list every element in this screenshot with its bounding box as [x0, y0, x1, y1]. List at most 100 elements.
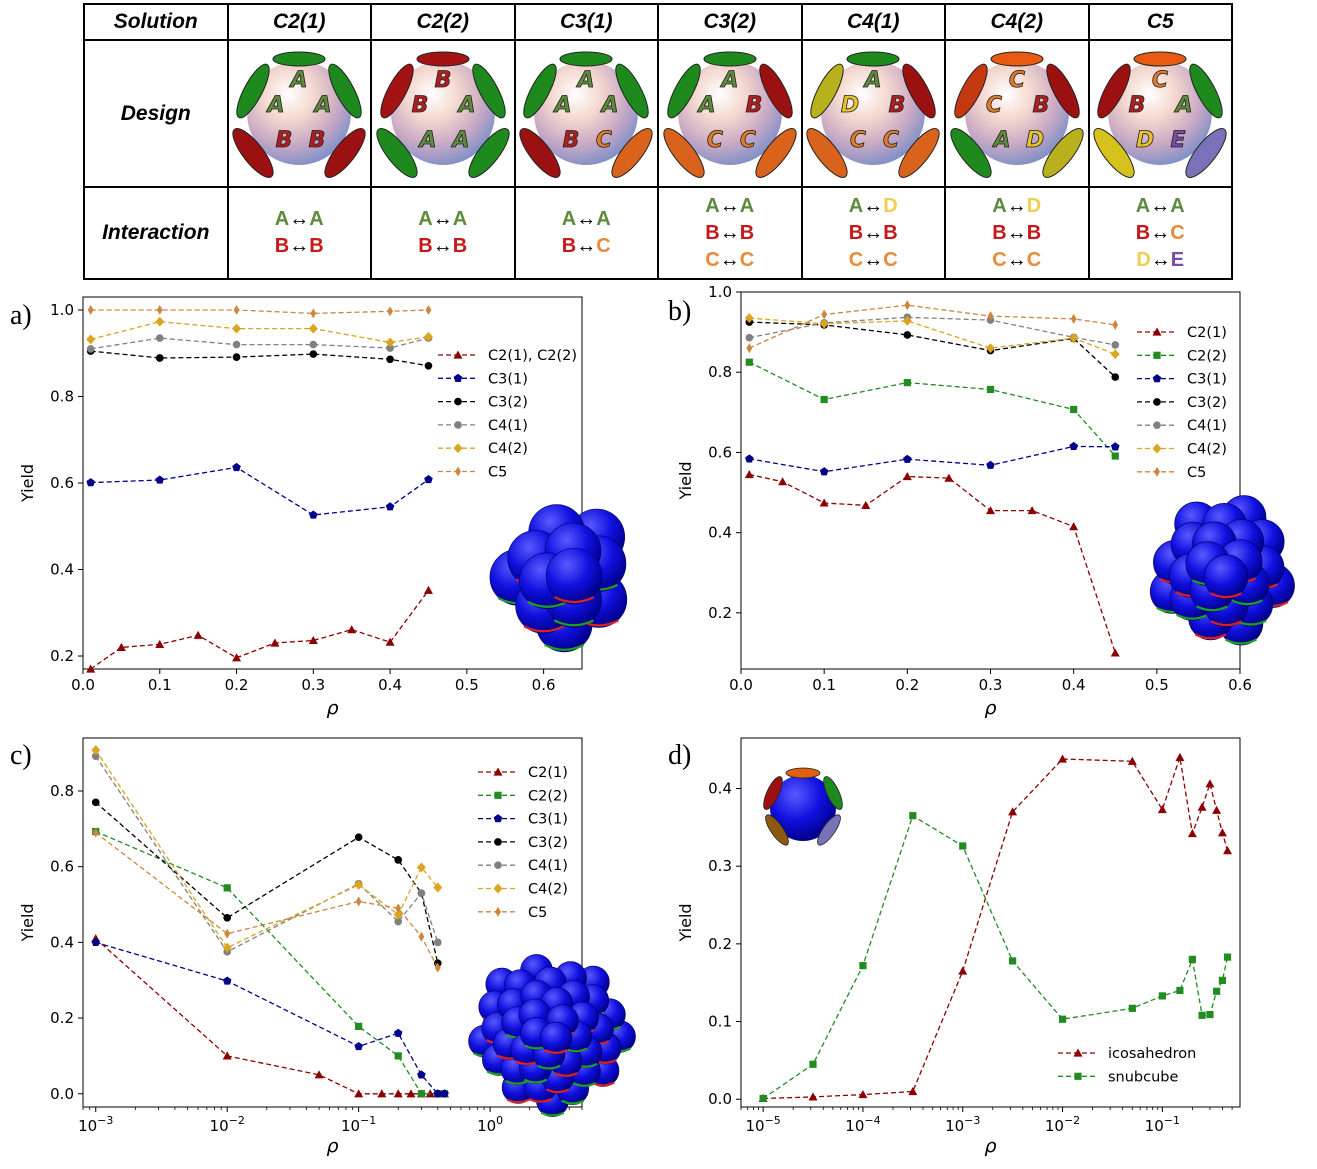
patch-letter: A — [991, 128, 1010, 153]
interaction-patch: B — [992, 221, 1007, 244]
data-point — [434, 962, 441, 973]
patch-letter: D — [1026, 128, 1044, 153]
data-point — [156, 305, 163, 315]
patch-letter: B — [563, 128, 580, 153]
data-point — [494, 861, 502, 870]
patch-disc — [954, 63, 988, 119]
interaction-line: C↔C — [803, 247, 945, 274]
interaction-cell: A↔D B↔B C↔C — [944, 186, 1090, 280]
x-tick-label: 10−3 — [78, 1114, 113, 1135]
legend-label: C3(1) — [488, 371, 528, 387]
data-point — [820, 395, 828, 404]
interaction-arrow: ↔ — [289, 208, 310, 230]
data-point — [1069, 333, 1079, 344]
interaction-patch: A — [848, 194, 864, 217]
interaction-patch: E — [1170, 248, 1185, 271]
column-header: C2(2) — [370, 3, 516, 41]
patch-letter: B — [745, 93, 762, 118]
patch-letter: A — [553, 93, 572, 118]
data-point — [454, 397, 462, 406]
plot-frame — [82, 737, 583, 1108]
data-point — [493, 767, 503, 776]
data-point — [314, 1070, 324, 1079]
data-point — [903, 331, 912, 339]
data-point — [958, 966, 968, 975]
data-point — [433, 938, 442, 947]
interaction-line: A↔D — [803, 193, 945, 220]
chart-a: 0.0 0.1 0.2 0.3 0.4 0.5 0.6 0.2 0.4 0.6 0.8 1.0 ρ Yie… — [18, 296, 583, 719]
particle-sphere — [390, 61, 495, 165]
data-point — [858, 1090, 868, 1099]
series-line — [749, 445, 1116, 473]
data-point — [232, 323, 242, 334]
patch-disc — [1042, 128, 1084, 178]
x-tick-label: 0.3 — [979, 676, 1003, 694]
data-point — [347, 625, 357, 634]
data-point — [224, 928, 231, 939]
patch-disc — [236, 63, 270, 119]
interaction-arrow: ↔ — [719, 194, 740, 217]
patch-letter: A — [266, 93, 285, 118]
data-point — [222, 976, 232, 985]
data-point — [819, 498, 829, 507]
y-tick-label: 0.4 — [708, 779, 732, 797]
interaction-patch: C — [883, 248, 898, 271]
data-point — [222, 942, 232, 953]
patch-letter: A — [696, 93, 715, 118]
interaction-patch: D — [1026, 194, 1042, 217]
data-point — [394, 856, 403, 864]
legend-label: C4(2) — [528, 882, 568, 898]
interaction-arrow: ↔ — [863, 194, 884, 217]
patch-disc — [1189, 63, 1223, 119]
patch-disc — [810, 63, 844, 119]
column-header: C5 — [1087, 3, 1233, 41]
data-point — [417, 889, 426, 897]
data-point — [494, 791, 502, 799]
patch-disc — [416, 51, 470, 67]
y-tick-label: 0.2 — [708, 935, 732, 953]
data-point — [1070, 313, 1077, 324]
particle-sphere — [1108, 61, 1213, 165]
series-C3(2) — [745, 318, 1120, 381]
data-point — [1152, 327, 1162, 336]
patchy-particle-diagram: AA AB B — [232, 51, 366, 178]
patch-disc — [519, 128, 561, 178]
column-header: C4(2) — [944, 3, 1090, 41]
patch-disc — [759, 63, 793, 119]
data-point — [1110, 349, 1120, 360]
data-point — [91, 798, 100, 807]
data-point — [1073, 1048, 1083, 1057]
y-tick-label: 0.6 — [50, 858, 74, 876]
data-point — [86, 345, 95, 353]
legend-label: icosahedron — [1108, 1046, 1196, 1062]
data-point — [902, 471, 912, 481]
data-point — [233, 305, 240, 315]
interaction-patch: C — [848, 248, 864, 271]
particle-sphere — [534, 61, 639, 165]
interaction-line: C↔C — [946, 247, 1088, 274]
data-point — [377, 1089, 387, 1098]
data-point — [1212, 805, 1222, 814]
column-header: C4(1) — [800, 3, 946, 41]
data-point — [1213, 987, 1221, 995]
x-tick-label: 10−4 — [845, 1114, 880, 1135]
data-point — [155, 639, 165, 648]
y-tick-label: 0.3 — [708, 857, 732, 875]
data-point — [744, 469, 754, 479]
patch-letter: A — [450, 128, 469, 153]
particle-sphere — [247, 61, 352, 165]
data-point — [1205, 779, 1215, 788]
data-point — [417, 1090, 425, 1098]
data-point — [495, 906, 501, 917]
data-point — [87, 305, 94, 315]
patch-disc — [376, 128, 418, 178]
data-point — [1058, 754, 1068, 763]
chart-d: 10−5 10−4 10−3 10−2 10−1 0.0 0.1 0.2 0.3 0.4 ρ Yiel… — [676, 737, 1241, 1157]
patch-letter: B — [1032, 93, 1049, 118]
data-point — [1111, 373, 1120, 381]
data-point — [1223, 846, 1233, 855]
legend-label: C5 — [488, 465, 507, 481]
column-header: C3(1) — [513, 3, 659, 41]
data-point — [453, 373, 463, 382]
data-point — [1153, 421, 1161, 430]
